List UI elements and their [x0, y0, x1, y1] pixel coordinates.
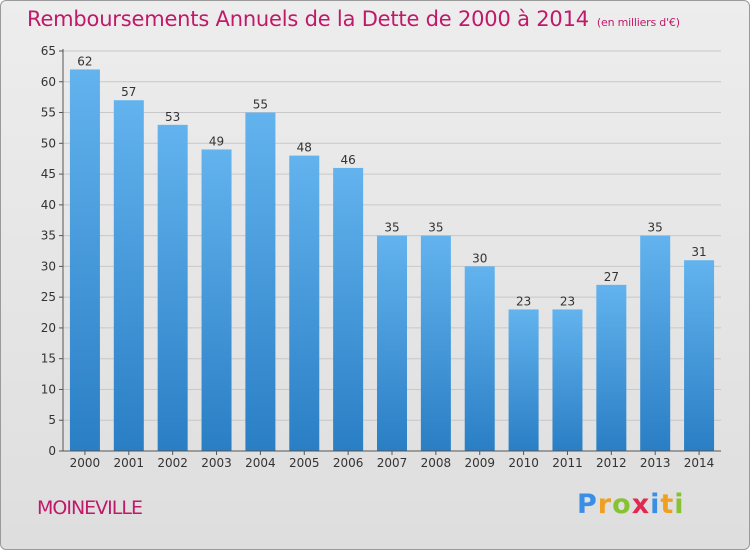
- y-tick-label: 40: [41, 198, 56, 212]
- y-tick-label: 45: [41, 167, 56, 181]
- bar-2001: [113, 100, 144, 451]
- x-tick-label: 2010: [508, 456, 539, 470]
- data-label: 31: [691, 245, 706, 259]
- bar-2005: [289, 155, 320, 451]
- title-text: Remboursements Annuels de la Dette de 20…: [27, 7, 589, 31]
- y-tick-label: 10: [41, 382, 56, 396]
- proxiti-logo: Proxiti: [577, 489, 685, 520]
- logo-letter: t: [660, 489, 675, 520]
- data-label: 30: [472, 251, 487, 265]
- bar-2011: [552, 309, 583, 451]
- y-tick-label: 20: [41, 321, 56, 335]
- logo-letter: r: [597, 489, 613, 520]
- bar-2009: [464, 266, 495, 451]
- x-tick-label: 2006: [333, 456, 364, 470]
- bar-2007: [377, 235, 407, 451]
- x-tick-label: 2012: [596, 456, 627, 470]
- x-tick-label: 2007: [377, 456, 408, 470]
- data-label: 23: [516, 294, 531, 308]
- data-label: 35: [384, 221, 399, 235]
- y-tick-label: 0: [48, 444, 56, 458]
- x-tick-label: 2002: [157, 456, 188, 470]
- x-tick-label: 2011: [552, 456, 583, 470]
- data-label: 35: [648, 221, 663, 235]
- data-label: 35: [428, 221, 443, 235]
- y-tick-label: 55: [41, 106, 56, 120]
- bar-2003: [201, 149, 232, 451]
- axes: 0 5 10 15 20 25 30 35 40 45 50 55 60 65 2000 2001 2002 20…: [41, 44, 721, 470]
- logo-letter: P: [577, 489, 598, 520]
- x-tick-label: 2008: [421, 456, 452, 470]
- data-label: 55: [253, 98, 268, 112]
- bar-2006: [333, 167, 364, 451]
- bar-2014: [684, 260, 715, 451]
- y-tick-label: 15: [41, 352, 56, 366]
- y-tick-label: 60: [41, 75, 56, 89]
- logo-letter: o: [612, 489, 632, 520]
- x-tick-label: 2013: [640, 456, 671, 470]
- data-label: 48: [297, 141, 312, 155]
- y-tick-label: 65: [41, 44, 56, 58]
- bar-2012: [596, 284, 627, 451]
- data-label: 27: [604, 270, 619, 284]
- x-tick-label: 2014: [684, 456, 715, 470]
- bar-2013: [640, 235, 671, 451]
- bar-2004: [245, 112, 276, 452]
- logo-letter: i: [674, 489, 685, 520]
- data-label: 46: [340, 153, 355, 167]
- x-tick-label: 2000: [70, 456, 101, 470]
- x-tick-label: 2004: [245, 456, 276, 470]
- bar-2008: [420, 235, 451, 451]
- data-label: 23: [560, 294, 575, 308]
- y-tick-label: 30: [41, 259, 56, 273]
- commune-name: MOINEVILLE: [37, 497, 143, 519]
- logo-letter: i: [650, 489, 661, 520]
- x-tick-label: 2001: [114, 456, 145, 470]
- chart-title: Remboursements Annuels de la Dette de 20…: [27, 7, 680, 31]
- data-label: 62: [77, 54, 92, 68]
- data-label: 57: [121, 85, 136, 99]
- bar-2000: [69, 69, 100, 451]
- unit-label: (en milliers d'€): [596, 16, 680, 29]
- data-labels: 62 57 53 49 55 48 46 35 35 30 23 23 27 35 31: [77, 54, 706, 308]
- bar-2002: [157, 124, 188, 451]
- x-tick-label: 2005: [289, 456, 320, 470]
- y-tick-label: 35: [41, 229, 56, 243]
- y-tick-label: 25: [41, 290, 56, 304]
- x-tick-label: 2009: [464, 456, 495, 470]
- data-label: 53: [165, 110, 180, 124]
- x-tick-label: 2003: [201, 456, 232, 470]
- y-tick-label: 50: [41, 136, 56, 150]
- bar-2010: [508, 309, 539, 451]
- bars: [69, 69, 715, 452]
- data-label: 49: [209, 134, 224, 148]
- logo-letter: x: [631, 489, 651, 520]
- y-tick-label: 5: [48, 413, 56, 427]
